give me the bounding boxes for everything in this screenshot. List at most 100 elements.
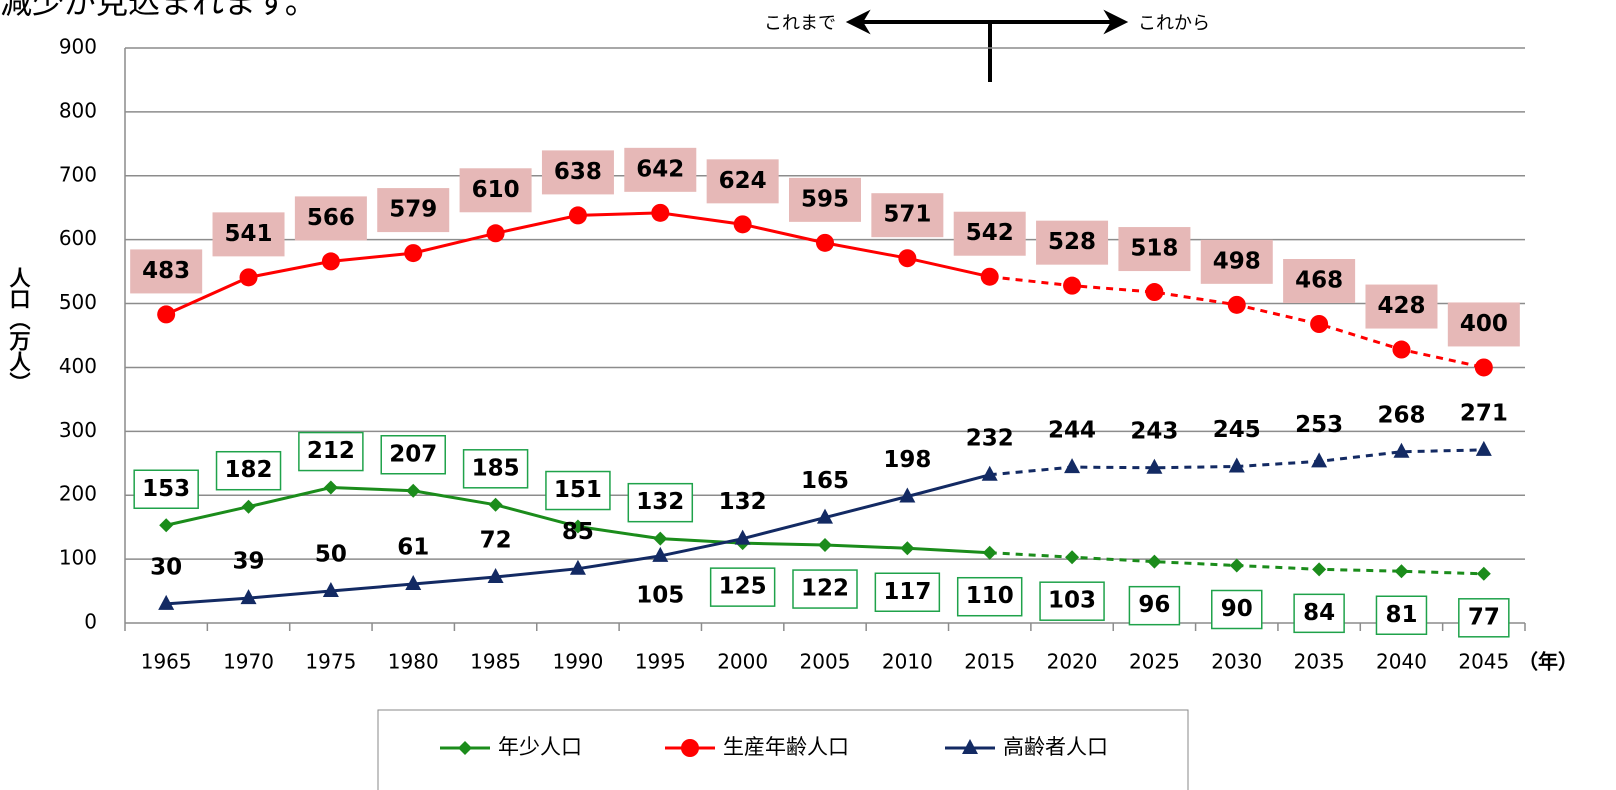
marker (1227, 295, 1246, 314)
marker (569, 559, 586, 575)
data-label: 498 (1213, 248, 1261, 274)
marker (570, 519, 585, 534)
data-label-box (545, 470, 611, 511)
data-label: 151 (554, 477, 602, 503)
data-label: 77 (1468, 604, 1500, 630)
data-label-box (377, 188, 450, 233)
data-label: 96 (1138, 592, 1170, 618)
marker (1475, 440, 1492, 456)
data-label-box (1365, 284, 1438, 329)
annotation-arrow (845, 9, 1129, 82)
data-label: 39 (233, 549, 265, 575)
x-tick-label: 1980 (388, 650, 439, 674)
data-label-box (874, 572, 941, 612)
annotation: これまで (764, 13, 836, 34)
marker (1474, 358, 1493, 377)
x-tick-label: 2045 (1458, 650, 1509, 674)
marker (734, 529, 751, 545)
data-label: 566 (307, 205, 355, 231)
data-label: 132 (636, 489, 684, 515)
marker (321, 252, 340, 271)
marker (568, 206, 587, 225)
data-label-box (706, 159, 779, 204)
data-label-box (380, 435, 446, 475)
data-label: 624 (719, 168, 767, 194)
data-label: 243 (1130, 418, 1178, 444)
data-label: 595 (801, 186, 849, 212)
data-label-box (541, 150, 614, 195)
marker (1312, 562, 1327, 577)
legend-label: 年少人口 (498, 735, 582, 759)
data-label: 245 (1213, 417, 1261, 443)
data-label-box (624, 147, 697, 192)
legend-box (377, 709, 1189, 790)
marker (486, 224, 505, 243)
data-label-box (215, 450, 282, 491)
x-tick-label: 2010 (882, 650, 933, 674)
data-label-box (1293, 593, 1345, 634)
y-tick-label: 200 (59, 482, 97, 506)
data-label-box (1128, 585, 1181, 626)
data-label: 253 (1295, 412, 1343, 438)
data-label-box (956, 576, 1023, 617)
data-label: 638 (554, 159, 602, 185)
y-tick-label: 500 (59, 290, 97, 314)
data-label: 579 (389, 197, 437, 223)
marker (962, 739, 978, 754)
data-label: 541 (225, 221, 273, 247)
data-label: 400 (1460, 311, 1508, 337)
marker (1147, 554, 1162, 569)
data-label: 610 (472, 177, 520, 203)
marker (898, 249, 917, 268)
data-label-box (789, 177, 861, 222)
data-label: 125 (719, 574, 767, 600)
x-tick-label: 1970 (223, 650, 274, 674)
x-tick-label: 2020 (1047, 650, 1098, 674)
y-tick-label: 900 (59, 35, 97, 59)
marker (982, 545, 997, 560)
x-tick-label: 2040 (1376, 650, 1427, 674)
data-label: 182 (225, 457, 273, 483)
data-label: 428 (1377, 293, 1425, 319)
x-tick-label: 1985 (470, 650, 521, 674)
data-label: 50 (315, 542, 347, 568)
annotation: これから (1138, 13, 1210, 34)
data-label: 212 (307, 438, 355, 464)
x-tick-label: 2000 (717, 650, 768, 674)
marker (1310, 315, 1329, 333)
marker (981, 465, 998, 481)
marker (1476, 566, 1491, 581)
marker (323, 480, 338, 495)
data-label-box (212, 212, 285, 257)
marker (651, 203, 670, 222)
y-tick-label: 400 (59, 354, 97, 378)
marker (158, 594, 175, 610)
marker (1065, 550, 1080, 565)
data-label: 165 (801, 468, 849, 494)
marker (239, 268, 258, 287)
x-tick-label: 2030 (1211, 650, 1262, 674)
data-label-box (953, 211, 1026, 256)
data-label-box (1458, 598, 1510, 638)
data-label: 207 (389, 441, 437, 467)
y-tick-label: 300 (59, 418, 97, 442)
data-label: 483 (142, 258, 190, 284)
data-label-box (792, 569, 858, 609)
marker (899, 487, 916, 503)
data-label-box (298, 431, 364, 472)
data-label: 84 (1303, 600, 1335, 626)
marker (1145, 283, 1164, 302)
data-label: 271 (1460, 400, 1508, 426)
data-label-box (294, 196, 367, 241)
legend-label: 高齢者人口 (1003, 735, 1108, 759)
data-label: 542 (966, 220, 1014, 246)
chart-title: 減少が見込まれます。 (0, 0, 317, 21)
x-unit: （年） (1518, 650, 1578, 674)
marker (1063, 276, 1082, 295)
x-tick-label: 2025 (1129, 650, 1180, 674)
marker (1146, 458, 1163, 474)
marker (404, 244, 423, 263)
marker (157, 305, 176, 324)
data-label: 72 (480, 528, 512, 554)
y-tick-label: 800 (59, 98, 97, 122)
